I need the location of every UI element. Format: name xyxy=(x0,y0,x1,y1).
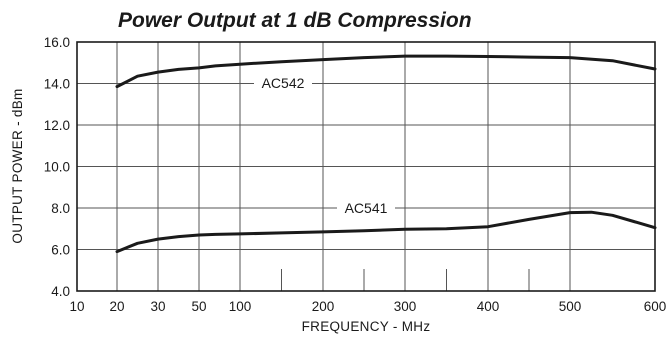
x-axis-label: FREQUENCY - MHz xyxy=(302,319,431,334)
x-tick-label: 500 xyxy=(559,299,582,314)
y-axis-label: OUTPUT POWER - dBm xyxy=(10,88,25,243)
plot-frame xyxy=(76,41,656,292)
series-label-bg xyxy=(254,73,312,93)
y-tick-label: 14.0 xyxy=(44,77,70,92)
y-tick-label: 12.0 xyxy=(44,118,70,133)
x-axis-ticks: 10 20 30 50 100 200 300 400 500 600 xyxy=(69,299,666,314)
series-line-ac542 xyxy=(115,54,657,89)
series-lines xyxy=(115,54,657,254)
chart-title: Power Output at 1 dB Compression xyxy=(118,9,472,32)
grid xyxy=(77,42,655,291)
x-tick-label: 50 xyxy=(191,299,206,314)
series-line-ac541 xyxy=(115,210,657,254)
x-tick-label: 200 xyxy=(312,299,335,314)
x-tick-label: 30 xyxy=(150,299,165,314)
y-tick-label: 10.0 xyxy=(44,160,70,175)
series-labels: AC542 AC541 xyxy=(254,73,395,218)
series-label-ac542: AC542 xyxy=(262,75,305,91)
x-tick-label: 600 xyxy=(644,299,666,314)
x-tick-label: 100 xyxy=(229,299,252,314)
y-tick-label: 6.0 xyxy=(51,243,70,258)
x-tick-label: 10 xyxy=(69,299,84,314)
y-axis-ticks: 4.0 6.0 8.0 10.0 12.0 14.0 16.0 xyxy=(44,35,70,299)
y-tick-label: 8.0 xyxy=(51,201,70,216)
series-label-ac541: AC541 xyxy=(345,200,388,216)
x-tick-label: 400 xyxy=(477,299,500,314)
y-tick-label: 16.0 xyxy=(44,35,70,50)
x-tick-label: 300 xyxy=(394,299,417,314)
y-tick-label: 4.0 xyxy=(51,284,70,299)
x-tick-label: 20 xyxy=(109,299,124,314)
series-label-bg xyxy=(337,198,395,218)
